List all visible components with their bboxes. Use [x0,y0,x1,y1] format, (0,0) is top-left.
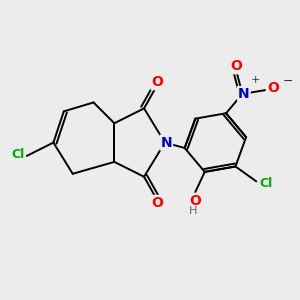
Text: N: N [160,136,172,150]
Text: Cl: Cl [12,148,25,161]
Text: O: O [267,81,279,95]
Text: Cl: Cl [259,177,272,190]
Text: O: O [152,75,164,89]
Text: N: N [238,87,250,101]
Text: −: − [282,75,293,88]
Text: O: O [189,194,201,208]
Text: O: O [152,196,164,210]
Text: H: H [189,206,197,215]
Text: O: O [230,59,242,73]
Text: +: + [251,75,260,85]
